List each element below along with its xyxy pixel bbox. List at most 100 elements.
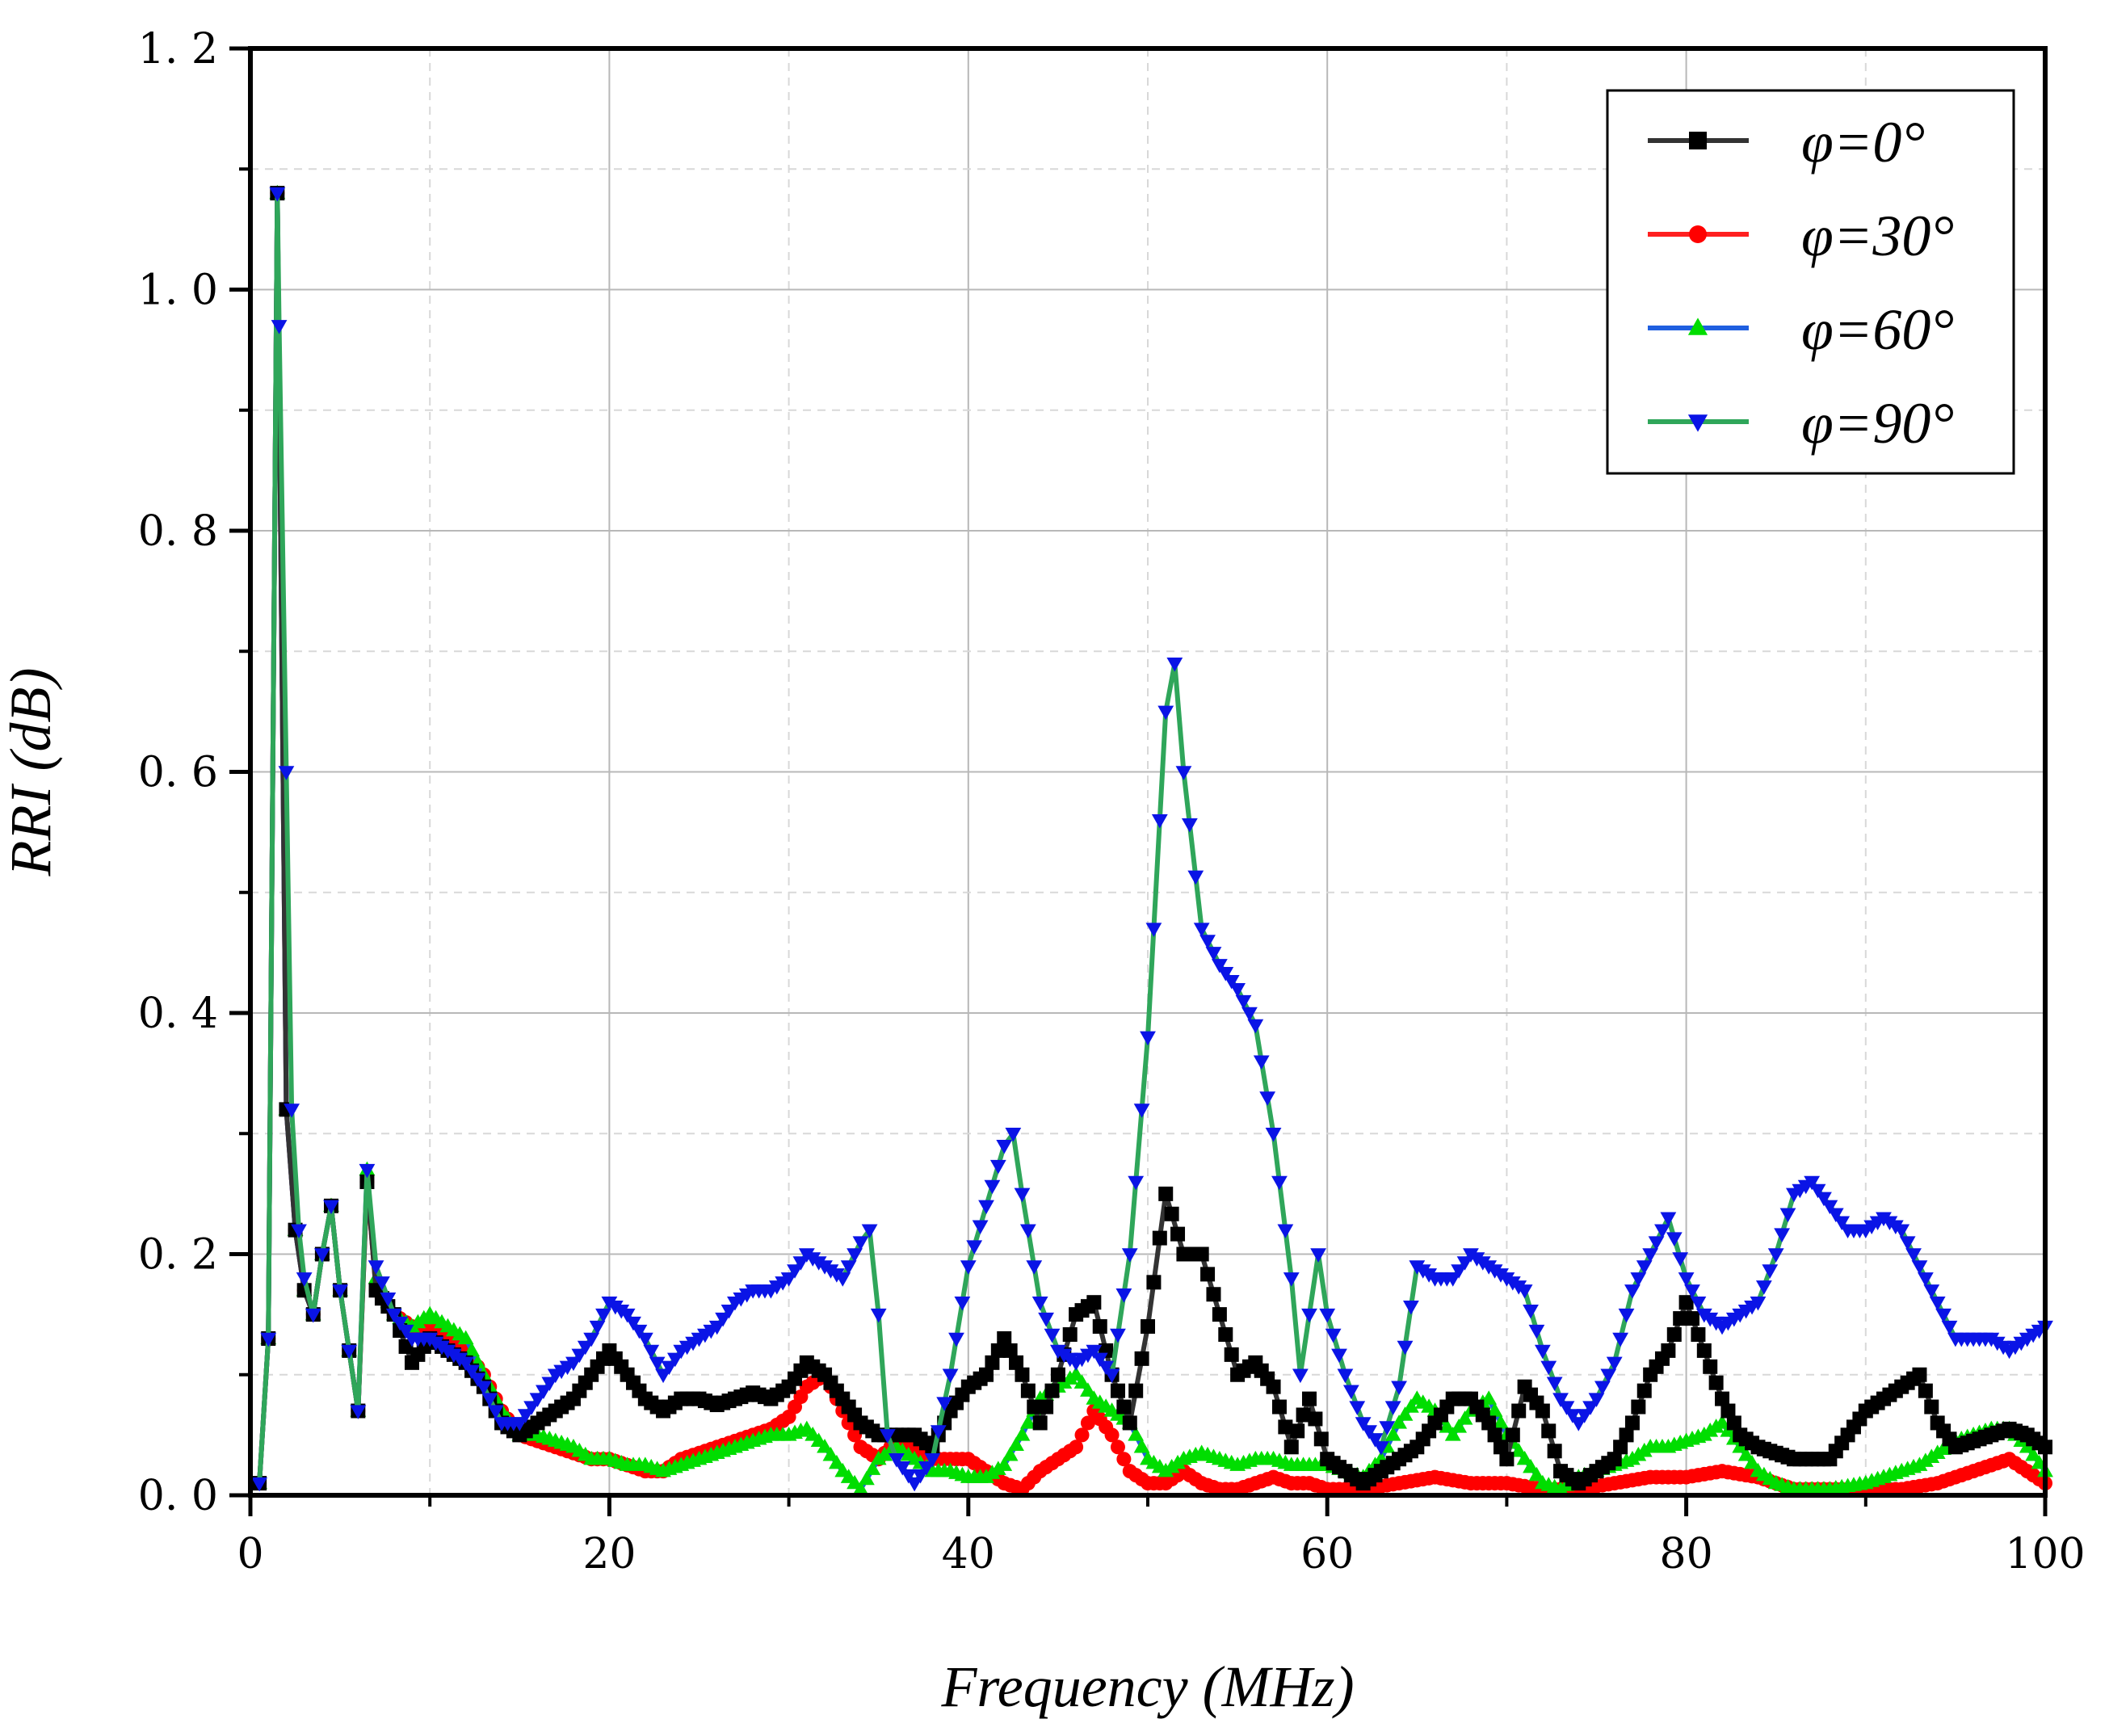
data-point: [305, 1308, 321, 1323]
data-point: [529, 1393, 546, 1407]
data-point: [1570, 1417, 1587, 1431]
data-point: [1121, 1248, 1138, 1263]
x-tick-label: 0: [237, 1530, 263, 1578]
data-point: [1271, 1175, 1288, 1191]
data-point: [1014, 1427, 1031, 1441]
data-point: [595, 1308, 611, 1323]
data-point: [517, 1409, 534, 1423]
data-point: [332, 1284, 348, 1299]
data-point: [1523, 1458, 1539, 1473]
data-point: [1151, 814, 1168, 829]
data-point: [1122, 1415, 1137, 1431]
data-point: [1564, 1409, 1581, 1423]
data-point: [341, 1344, 358, 1360]
data-point: [985, 1355, 1000, 1370]
data-point: [661, 1360, 678, 1376]
data-point: [511, 1417, 528, 1431]
data-point: [1032, 1415, 1048, 1431]
data-point: [1337, 1368, 1354, 1384]
data-point: [1265, 1128, 1282, 1142]
data-point: [380, 1293, 397, 1307]
data-point: [1528, 1466, 1545, 1482]
legend-box: [1606, 89, 2015, 475]
data-point: [1511, 1403, 1527, 1419]
data-point: [979, 1367, 994, 1382]
data-point: [1283, 1272, 1300, 1287]
data-point: [1660, 1212, 1677, 1227]
data-point: [1935, 1308, 1951, 1323]
data-point: [1715, 1391, 1730, 1406]
data-point: [1175, 766, 1192, 780]
data-point: [619, 1308, 636, 1323]
data-point: [817, 1438, 833, 1453]
data-point: [1310, 1248, 1326, 1263]
data-point: [1486, 1402, 1503, 1417]
data-point: [1929, 1297, 1946, 1311]
data-point: [1594, 1381, 1611, 1396]
data-point: [1145, 923, 1162, 937]
data-point: [1899, 1236, 1916, 1251]
data-point: [1744, 1454, 1760, 1469]
data-point: [1391, 1414, 1407, 1429]
data-point: [636, 1332, 653, 1347]
data-point: [1558, 1401, 1575, 1415]
data-point: [1535, 1403, 1550, 1419]
data-point: [1325, 1328, 1342, 1343]
data-point: [990, 1343, 1006, 1358]
data-point: [1019, 1414, 1036, 1429]
data-point: [1194, 1246, 1209, 1262]
data-point: [457, 1330, 474, 1345]
data-point: [1342, 1385, 1359, 1399]
x-tick-label: 100: [2005, 1530, 2085, 1578]
data-point: [1528, 1324, 1545, 1339]
data-point: [1211, 959, 1228, 973]
data-point: [1235, 994, 1252, 1010]
data-point: [1510, 1442, 1527, 1457]
data-point: [1080, 1382, 1096, 1397]
data-point: [1685, 1311, 1700, 1326]
data-point: [1091, 1352, 1108, 1368]
data-point: [1451, 1264, 1468, 1279]
data-point: [1816, 1192, 1832, 1207]
data-point: [1397, 1340, 1414, 1356]
data-point: [1690, 1297, 1707, 1311]
data-point: [996, 1456, 1013, 1471]
data-point: [847, 1427, 863, 1443]
data-point: [269, 187, 286, 202]
legend-item: φ=0°: [1648, 110, 1925, 174]
data-point: [1157, 705, 1174, 721]
data-point: [260, 1332, 277, 1347]
data-point: [1193, 923, 1210, 937]
data-point: [278, 766, 295, 780]
data-point: [1002, 1446, 1019, 1461]
data-point: [1534, 1344, 1551, 1360]
data-point: [1678, 1272, 1695, 1287]
data-point: [1116, 1452, 1132, 1467]
data-point: [1187, 870, 1204, 885]
data-point: [1923, 1284, 1940, 1299]
data-point: [1493, 1414, 1509, 1429]
y-tick-label: 1. 0: [138, 267, 218, 315]
y-axis-title: RRI (dB): [0, 668, 63, 877]
data-point: [1505, 1427, 1520, 1443]
data-point: [864, 1461, 881, 1475]
data-point: [1283, 1440, 1299, 1455]
legend-label: φ=0°: [1801, 110, 1925, 174]
data-point: [792, 1256, 809, 1271]
data-point: [1691, 1327, 1706, 1342]
legend-item: φ=90°: [1648, 391, 1954, 456]
data-point: [1737, 1446, 1754, 1461]
data-point: [780, 1272, 797, 1287]
data-point: [1110, 1440, 1125, 1455]
data-point: [1009, 1355, 1024, 1370]
y-tick-label: 1. 2: [138, 25, 218, 74]
data-point: [464, 1364, 480, 1380]
data-point: [1924, 1399, 1939, 1414]
data-point: [1439, 1419, 1456, 1433]
data-point: [1224, 1347, 1239, 1362]
data-point: [1115, 1288, 1132, 1303]
data-point: [852, 1236, 869, 1251]
data-point: [840, 1260, 857, 1275]
data-point: [359, 1163, 376, 1179]
